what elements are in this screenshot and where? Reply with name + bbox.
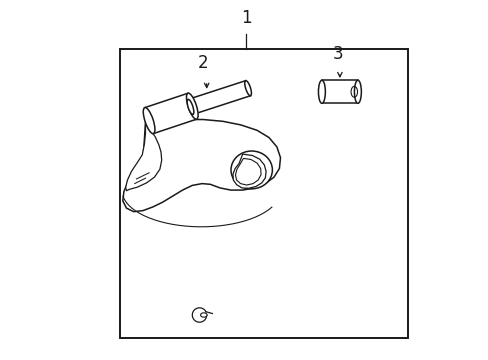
Ellipse shape (200, 313, 206, 317)
Ellipse shape (244, 81, 251, 96)
Polygon shape (144, 93, 196, 134)
Ellipse shape (143, 108, 155, 134)
PathPatch shape (122, 120, 280, 212)
Ellipse shape (186, 93, 198, 119)
PathPatch shape (232, 154, 265, 188)
Ellipse shape (318, 80, 325, 103)
Ellipse shape (187, 99, 193, 114)
Polygon shape (321, 80, 357, 103)
Text: 1: 1 (241, 9, 251, 27)
PathPatch shape (125, 124, 162, 191)
Text: 2: 2 (197, 54, 208, 72)
Polygon shape (188, 81, 250, 114)
Bar (120, 49, 407, 338)
PathPatch shape (235, 158, 261, 185)
Ellipse shape (230, 151, 272, 189)
Ellipse shape (354, 80, 361, 103)
Text: 3: 3 (332, 45, 343, 63)
